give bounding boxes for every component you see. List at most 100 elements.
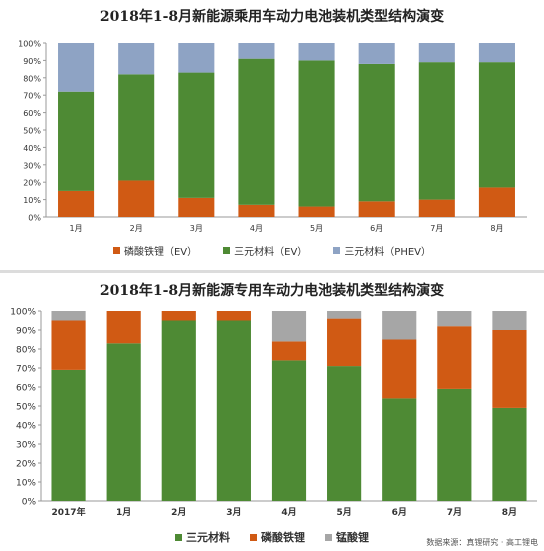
y-tick-label: 100%	[18, 40, 41, 49]
passenger-car-stacked-bar-chart: 0% 10% 20% 30% 40% 50% 60% 70% 80% 90% 100% 1月 2月 3月 4…	[18, 40, 527, 233]
bar-segment-1-3	[238, 58, 275, 205]
y-tick-label: 50%	[23, 127, 41, 136]
bar-segment-1-8	[492, 330, 527, 408]
bar-segment-0-8	[492, 407, 527, 501]
bar-segment-0-4	[298, 206, 335, 217]
bar-segment-2-3	[238, 43, 275, 59]
y-tick-label: 100%	[10, 308, 36, 318]
bar-segment-1-5	[358, 63, 395, 202]
bar-segment-0-2	[161, 320, 196, 501]
x-tick-label: 4月	[281, 507, 296, 518]
bar-segment-0-5	[358, 201, 395, 217]
legend-swatch	[175, 533, 182, 541]
legend-swatch	[223, 247, 231, 254]
bar-segment-0-0	[58, 190, 95, 217]
legend-label: 锰酸锂	[336, 531, 369, 544]
bar-segment-1-7	[478, 62, 515, 188]
bar-segment-2-5	[358, 43, 395, 64]
bar-segment-0-0	[51, 369, 86, 501]
legend-item-lfp: 磷酸铁锂	[250, 529, 305, 545]
bar-segment-1-6	[382, 339, 417, 399]
x-tick-label: 3月	[226, 507, 241, 518]
legend-swatch	[325, 533, 332, 541]
bar-segment-0-4	[271, 360, 307, 501]
bar-segment-1-7	[437, 326, 472, 389]
legend-label: 磷酸铁锂（EV）	[123, 247, 198, 258]
legend-label: 三元材料	[186, 531, 230, 544]
x-tick-label: 2月	[130, 224, 143, 233]
bar-segment-2-0	[51, 311, 86, 321]
y-tick-label: 80%	[16, 346, 36, 356]
y-tick-label: 60%	[16, 384, 36, 394]
x-tick-label: 6月	[392, 507, 407, 518]
x-tick-label: 2月	[171, 507, 186, 518]
x-tick-label: 4月	[250, 224, 263, 233]
bar-segment-2-7	[478, 43, 515, 63]
y-tick-label: 50%	[16, 403, 36, 413]
y-tick-label: 60%	[23, 109, 41, 118]
y-tick-label: 90%	[16, 327, 36, 337]
special-vehicle-stacked-bar-chart: 0% 10% 20% 30% 40% 50% 60% 70% 80% 90% 100% 2017年 1月…	[10, 308, 537, 518]
bar-segment-2-7	[437, 311, 472, 327]
chart-legend: 磷酸铁锂（EV） 三元材料（EV） 三元材料（PHEV）	[0, 243, 544, 258]
bar-segment-1-0	[58, 91, 95, 191]
y-tick-label: 30%	[23, 161, 41, 170]
legend-item-ternary-phev: 三元材料（PHEV）	[333, 243, 431, 258]
y-tick-label: 30%	[16, 441, 36, 451]
legend-swatch	[333, 247, 341, 254]
bar-segment-0-5	[327, 366, 362, 501]
bar-segment-0-6	[382, 398, 417, 501]
bar-segment-1-3	[216, 311, 251, 321]
legend-label: 磷酸铁锂	[261, 531, 305, 544]
x-tick-label: 1月	[116, 507, 131, 518]
passenger-car-chart-panel: 2018年1-8月新能源乘用车动力电池装机类型结构演变 0% 10% 20% 30% 4…	[0, 0, 544, 273]
bar-segment-1-0	[51, 320, 86, 370]
bar-segment-2-8	[492, 311, 527, 330]
source-note: 数据来源：真锂研究 · 高工锂电	[426, 538, 538, 547]
bar-segment-2-6	[418, 43, 455, 63]
x-tick-label: 8月	[502, 507, 517, 518]
bar-segment-1-1	[106, 311, 141, 344]
bar-segment-1-2	[161, 311, 196, 321]
legend-item-ternary-ev: 三元材料（EV）	[223, 243, 307, 258]
bar-segment-1-2	[178, 72, 215, 198]
bar-segment-0-3	[216, 320, 251, 501]
y-tick-label: 0%	[22, 498, 37, 508]
y-tick-label: 20%	[23, 179, 41, 188]
y-tick-label: 10%	[23, 196, 41, 205]
chart-title: 2018年1-8月新能源专用车动力电池装机类型结构演变	[99, 283, 445, 299]
y-tick-label: 20%	[16, 460, 36, 470]
bar-segment-0-6	[418, 199, 455, 217]
y-tick-label: 40%	[23, 144, 41, 153]
bar-segment-2-2	[178, 43, 215, 73]
special-vehicle-chart-panel: 2018年1-8月新能源专用车动力电池装机类型结构演变 0% 10% 20% 30% 4…	[0, 273, 544, 551]
y-tick-label: 80%	[23, 74, 41, 83]
bar-segment-1-6	[418, 62, 455, 200]
bar-segment-1-5	[327, 318, 362, 367]
bar-segment-0-7	[478, 187, 515, 217]
y-tick-label: 0%	[28, 214, 41, 223]
x-tick-label: 6月	[370, 224, 383, 233]
y-tick-label: 90%	[23, 57, 41, 66]
legend-swatch	[250, 533, 257, 541]
x-tick-label: 8月	[490, 224, 503, 233]
bar-segment-2-0	[58, 43, 95, 92]
x-tick-label: 5月	[336, 507, 351, 518]
y-tick-label: 40%	[16, 422, 36, 432]
legend-label: 三元材料（PHEV）	[344, 247, 432, 258]
y-tick-label: 70%	[23, 92, 41, 101]
legend-item-lfp-ev: 磷酸铁锂（EV）	[112, 243, 198, 258]
x-tick-label: 2017年	[52, 506, 86, 518]
legend-swatch	[112, 247, 120, 254]
x-tick-label: 7月	[430, 224, 443, 233]
bar-segment-1-1	[118, 74, 155, 181]
legend-label: 三元材料（EV）	[234, 247, 308, 258]
bar-segment-2-4	[298, 43, 335, 61]
bar-segment-2-5	[327, 311, 362, 319]
bar-segment-0-2	[178, 197, 215, 217]
bar-segment-0-1	[118, 180, 155, 217]
x-tick-label: 1月	[70, 224, 83, 233]
x-tick-label: 7月	[447, 507, 462, 518]
bar-segment-2-1	[118, 43, 155, 75]
